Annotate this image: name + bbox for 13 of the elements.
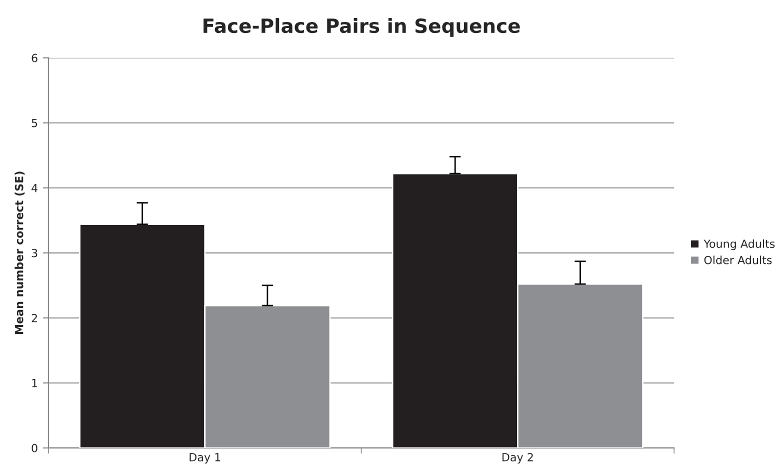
y-tick-label: 0 xyxy=(32,444,38,452)
x-tick-label: Day 1 xyxy=(190,453,220,464)
y-tick-label: 2 xyxy=(32,314,37,322)
y-tick-label: 1 xyxy=(32,379,38,388)
y-tick-label: 3 xyxy=(32,248,38,258)
x-tick-label: Day 2 xyxy=(502,452,533,464)
legend-label: Young Adults xyxy=(704,239,775,250)
legend-label: Older Adults xyxy=(704,256,772,264)
y-tick-label: 6 xyxy=(32,54,38,62)
y-tick-label: 4 xyxy=(32,184,38,192)
chart-title: Face-Place Pairs in Sequence xyxy=(204,18,520,37)
y-tick-label: 5 xyxy=(32,118,38,128)
y-axis-title: Mean number correct (SE) xyxy=(14,172,25,334)
